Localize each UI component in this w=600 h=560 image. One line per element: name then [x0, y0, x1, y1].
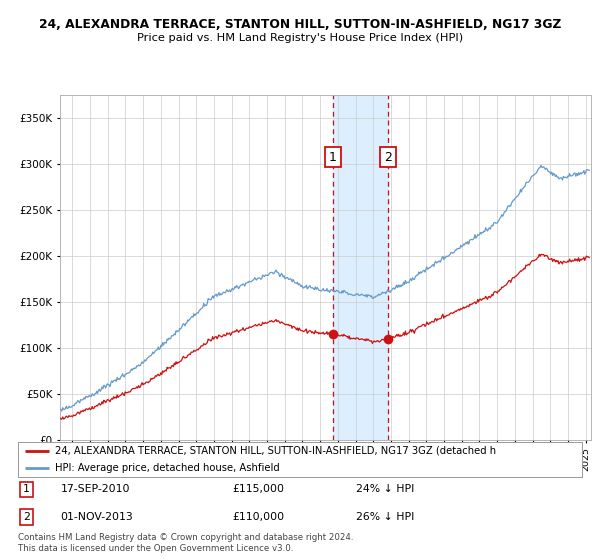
- Text: HPI: Average price, detached house, Ashfield: HPI: Average price, detached house, Ashf…: [55, 463, 280, 473]
- Text: 1: 1: [23, 484, 30, 494]
- Text: 24, ALEXANDRA TERRACE, STANTON HILL, SUTTON-IN-ASHFIELD, NG17 3GZ: 24, ALEXANDRA TERRACE, STANTON HILL, SUT…: [39, 18, 561, 31]
- Text: 01-NOV-2013: 01-NOV-2013: [60, 512, 133, 522]
- Text: 24, ALEXANDRA TERRACE, STANTON HILL, SUTTON-IN-ASHFIELD, NG17 3GZ (detached h: 24, ALEXANDRA TERRACE, STANTON HILL, SUT…: [55, 446, 496, 456]
- Text: Contains HM Land Registry data © Crown copyright and database right 2024.
This d: Contains HM Land Registry data © Crown c…: [18, 533, 353, 553]
- Text: £115,000: £115,000: [232, 484, 284, 494]
- Bar: [333, 95, 388, 440]
- Text: 17-SEP-2010: 17-SEP-2010: [60, 484, 130, 494]
- Text: 1: 1: [329, 151, 337, 164]
- Text: 24% ↓ HPI: 24% ↓ HPI: [356, 484, 415, 494]
- Text: 26% ↓ HPI: 26% ↓ HPI: [356, 512, 415, 522]
- Text: £110,000: £110,000: [232, 512, 284, 522]
- Text: 2: 2: [23, 512, 30, 522]
- Text: 2: 2: [384, 151, 392, 164]
- Text: Price paid vs. HM Land Registry's House Price Index (HPI): Price paid vs. HM Land Registry's House …: [137, 32, 463, 43]
